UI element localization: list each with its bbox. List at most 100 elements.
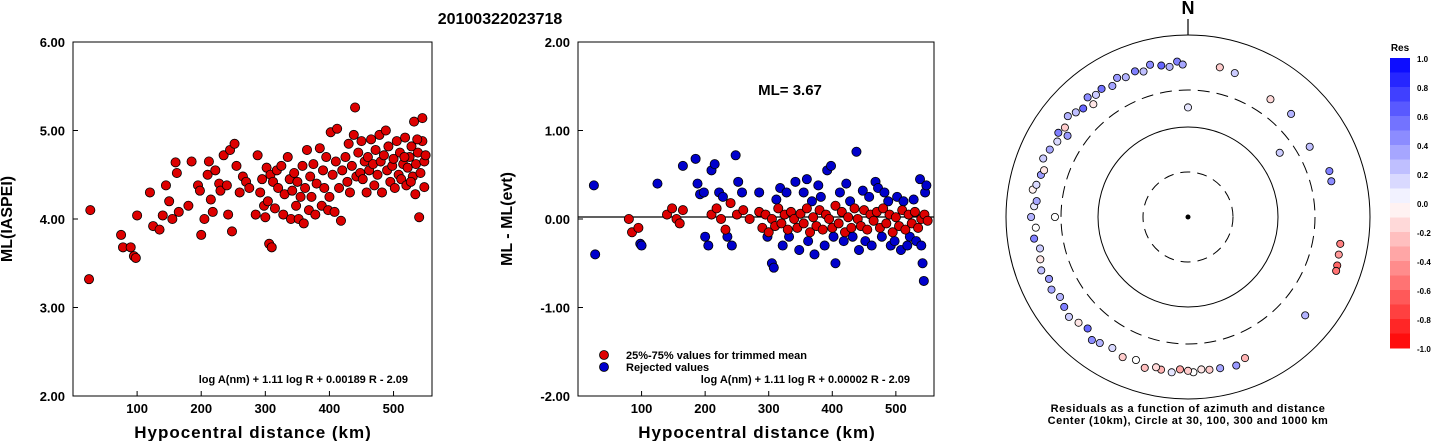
station-residual-point xyxy=(1071,108,1080,117)
trimmed-point xyxy=(776,218,787,229)
left-y-axis-label: ML(IASPEI) xyxy=(0,176,16,262)
data-point xyxy=(202,169,213,180)
data-point xyxy=(132,210,143,221)
data-point xyxy=(250,209,261,220)
data-point xyxy=(196,229,207,240)
colorbar-tick-label: 0.6 xyxy=(1417,113,1429,122)
data-point xyxy=(221,180,232,191)
rejected-point xyxy=(709,159,720,170)
station-residual-point xyxy=(1332,266,1341,275)
trimmed-point xyxy=(817,224,828,235)
station-residual-point xyxy=(1045,145,1054,154)
trimmed-point xyxy=(862,224,873,235)
data-point xyxy=(329,206,340,217)
trimmed-point xyxy=(674,218,685,229)
station-residual-point xyxy=(1184,366,1193,375)
data-point xyxy=(414,212,425,223)
data-point xyxy=(337,165,348,176)
data-point xyxy=(391,136,402,147)
x-tick-label: 100 xyxy=(631,401,653,416)
data-point xyxy=(311,178,322,189)
rejected-point xyxy=(590,249,601,260)
data-point xyxy=(85,205,96,216)
data-point xyxy=(260,212,271,223)
station-residual-point xyxy=(1157,61,1166,70)
rejected-point xyxy=(857,185,868,196)
data-point xyxy=(335,215,346,226)
trimmed-point xyxy=(805,227,816,238)
data-point xyxy=(289,167,300,178)
data-point xyxy=(183,200,194,211)
y-tick-label: -2.00 xyxy=(540,389,570,404)
station-residual-point xyxy=(1097,84,1106,93)
station-residual-point xyxy=(1287,109,1296,118)
station-residual-point xyxy=(1027,212,1036,221)
data-point xyxy=(205,194,216,205)
trimmed-point xyxy=(808,212,819,223)
rejected-point xyxy=(730,150,741,161)
colorbar-cell xyxy=(1390,203,1410,218)
data-point xyxy=(305,171,316,182)
data-point xyxy=(412,134,423,145)
colorbar-cell xyxy=(1390,87,1410,102)
station-residual-point xyxy=(1089,100,1098,109)
station-residual-point xyxy=(1108,81,1117,90)
rejected-point xyxy=(703,240,714,251)
x-tick-label: 500 xyxy=(383,401,405,416)
trimmed-point xyxy=(720,224,731,235)
data-point xyxy=(301,144,312,155)
colorbar-cell xyxy=(1390,304,1410,320)
station-residual-point xyxy=(1176,365,1185,374)
rejected-point xyxy=(830,258,841,269)
data-point xyxy=(218,150,229,161)
data-point xyxy=(171,167,182,178)
rejected-point xyxy=(851,146,862,157)
station-residual-point xyxy=(1165,62,1174,71)
data-point xyxy=(226,226,237,237)
azimuth-residual-panel: N Residuals as a function of azimuth and… xyxy=(1005,0,1371,427)
colorbar-cell xyxy=(1390,72,1410,88)
trimmed-point xyxy=(890,212,901,223)
station-residual-point xyxy=(1131,355,1140,364)
trimmed-point xyxy=(846,222,857,233)
data-point xyxy=(361,187,372,198)
rejected-point xyxy=(917,258,928,269)
trimmed-point xyxy=(849,203,860,214)
x-tick-label: 400 xyxy=(319,401,341,416)
station-residual-point xyxy=(1050,212,1059,221)
colorbar-cell xyxy=(1390,101,1410,117)
data-point xyxy=(321,152,332,163)
data-point xyxy=(314,143,325,154)
data-point xyxy=(308,159,319,170)
station-residual-point xyxy=(1152,363,1161,372)
colorbar-tick-label: -0.2 xyxy=(1417,229,1431,238)
trimmed-point xyxy=(909,206,920,217)
data-point xyxy=(244,183,255,194)
rejected-point xyxy=(918,275,929,286)
data-point xyxy=(229,138,240,149)
colorbar-cell xyxy=(1390,116,1410,131)
data-point xyxy=(273,183,284,194)
station-residual-point xyxy=(1037,266,1046,275)
colorbar-title: Res xyxy=(1391,43,1410,54)
data-point xyxy=(234,187,245,198)
data-point xyxy=(266,242,277,253)
data-point xyxy=(330,156,341,167)
colorbar-tick-label: 0.2 xyxy=(1417,171,1429,180)
data-point xyxy=(186,156,197,167)
rejected-point xyxy=(866,240,877,251)
data-point xyxy=(334,183,345,194)
data-point xyxy=(356,136,367,147)
data-point xyxy=(380,125,391,136)
trimmed-point xyxy=(887,227,898,238)
trimmed-point xyxy=(833,218,844,229)
ring-1000km xyxy=(1005,34,1371,400)
station-residual-point xyxy=(1053,137,1062,146)
data-point xyxy=(348,129,359,140)
data-point xyxy=(154,224,165,235)
data-point xyxy=(194,185,205,196)
legend-trimmed-marker xyxy=(599,350,609,360)
polar-caption-line1: Residuals as a function of azimuth and d… xyxy=(1051,403,1326,415)
colorbar-cell xyxy=(1390,261,1410,276)
y-tick-label: 2.00 xyxy=(40,389,65,404)
